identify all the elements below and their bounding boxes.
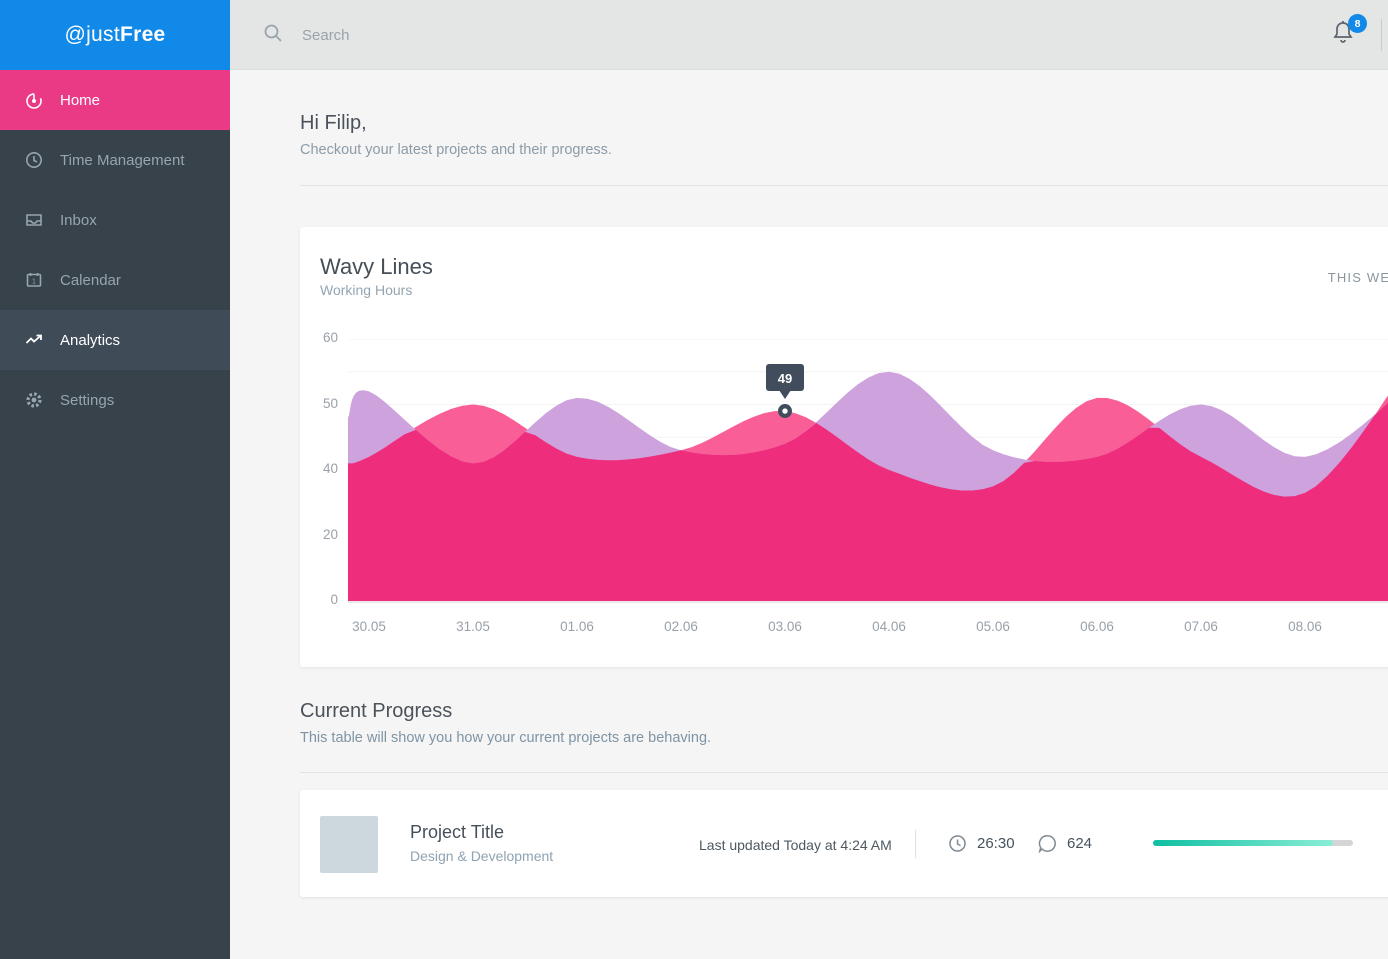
comment-icon	[1038, 834, 1057, 853]
svg-text:31.05: 31.05	[456, 619, 490, 634]
sidebar-item-time-management[interactable]: Time Management	[0, 130, 230, 190]
sidebar-item-analytics[interactable]: Analytics	[0, 310, 230, 370]
project-title: Project Title	[410, 822, 505, 842]
svg-text:49: 49	[778, 371, 792, 386]
gauge-icon	[24, 90, 44, 110]
svg-text:07.06: 07.06	[1184, 619, 1218, 634]
svg-text:04.06: 04.06	[872, 619, 906, 634]
project-last-updated: Last updated Today at 4:24 AM	[699, 837, 892, 853]
topbar-divider	[1381, 19, 1382, 51]
greeting: Hi Filip, Checkout your latest projects …	[300, 112, 612, 158]
wavy-lines-chart[interactable]: 30.05 31.05 01.06 02.06 03.06 04.06 05.06 06.06…	[348, 338, 1388, 639]
greeting-subtitle: Checkout your latest projects and their …	[300, 142, 612, 158]
current-progress-header: Current Progress This table will show yo…	[300, 700, 711, 746]
section-divider	[300, 772, 1388, 773]
y-tick-label: 20	[322, 526, 338, 542]
current-progress-title: Current Progress	[300, 700, 453, 722]
y-tick-label: 50	[322, 395, 338, 411]
project-time: 26:30	[948, 834, 1015, 853]
analytics-icon	[24, 330, 44, 350]
sidebar: @just Free Home Time Management	[0, 0, 230, 959]
logo-prefix: @just	[64, 23, 120, 46]
chart-card: Wavy Lines Working Hours THIS WEEK 60 50 4…	[300, 227, 1388, 667]
y-tick-label: 60	[322, 330, 338, 345]
progress-fill	[1153, 840, 1333, 846]
topbar: 8	[230, 0, 1388, 70]
project-category: Design & Development	[410, 848, 554, 864]
svg-text:30.05: 30.05	[352, 619, 386, 634]
greeting-title: Hi Filip,	[300, 112, 367, 134]
svg-text:01.06: 01.06	[560, 619, 594, 634]
chart-subtitle: Working Hours	[320, 282, 413, 298]
notification-badge: 8	[1348, 14, 1367, 33]
app-logo[interactable]: @just Free	[0, 0, 230, 70]
sidebar-item-home[interactable]: Home	[0, 70, 230, 130]
search-input[interactable]	[300, 25, 600, 45]
sidebar-item-settings[interactable]: Settings	[0, 370, 230, 430]
search-icon	[262, 22, 284, 49]
svg-text:02.06: 02.06	[664, 619, 698, 634]
sidebar-item-label: Inbox	[60, 211, 97, 229]
project-comments: 624	[1038, 834, 1092, 853]
project-row[interactable]: Project Title Design & Development Last …	[300, 790, 1388, 897]
sidebar-item-label: Time Management	[60, 151, 185, 169]
logo-bold: Free	[119, 23, 166, 46]
svg-text:05.06: 05.06	[976, 619, 1010, 634]
sidebar-item-label: Settings	[60, 391, 115, 409]
y-tick-label: 40	[322, 461, 338, 476]
clock-icon	[24, 150, 44, 170]
period-selector[interactable]: THIS WEEK	[1327, 270, 1388, 285]
notifications-button[interactable]: 8	[1330, 14, 1367, 54]
sidebar-item-label: Calendar	[60, 271, 121, 289]
current-progress-subtitle: This table will show you how your curren…	[300, 730, 712, 746]
time-value: 26:30	[977, 835, 1015, 852]
project-thumbnail	[320, 816, 378, 873]
sidebar-item-inbox[interactable]: Inbox	[0, 190, 230, 250]
svg-text:1: 1	[32, 279, 36, 286]
calendar-icon: 1	[24, 270, 44, 290]
y-tick-label: 0	[330, 592, 338, 607]
svg-text:08.06: 08.06	[1288, 619, 1322, 634]
inbox-icon	[24, 210, 44, 230]
sidebar-item-label: Analytics	[60, 331, 121, 349]
clock-icon	[948, 834, 967, 853]
svg-text:03.06: 03.06	[768, 619, 802, 634]
chart-title: Wavy Lines	[320, 254, 433, 279]
sidebar-item-label: Home	[60, 91, 101, 109]
section-divider	[300, 185, 1388, 186]
gear-icon	[24, 390, 44, 410]
svg-text:06.06: 06.06	[1080, 619, 1114, 634]
comments-value: 624	[1067, 835, 1093, 852]
sidebar-item-calendar[interactable]: 1 Calendar	[0, 250, 230, 310]
project-progress-bar	[1153, 840, 1353, 846]
meta-divider	[915, 830, 916, 858]
